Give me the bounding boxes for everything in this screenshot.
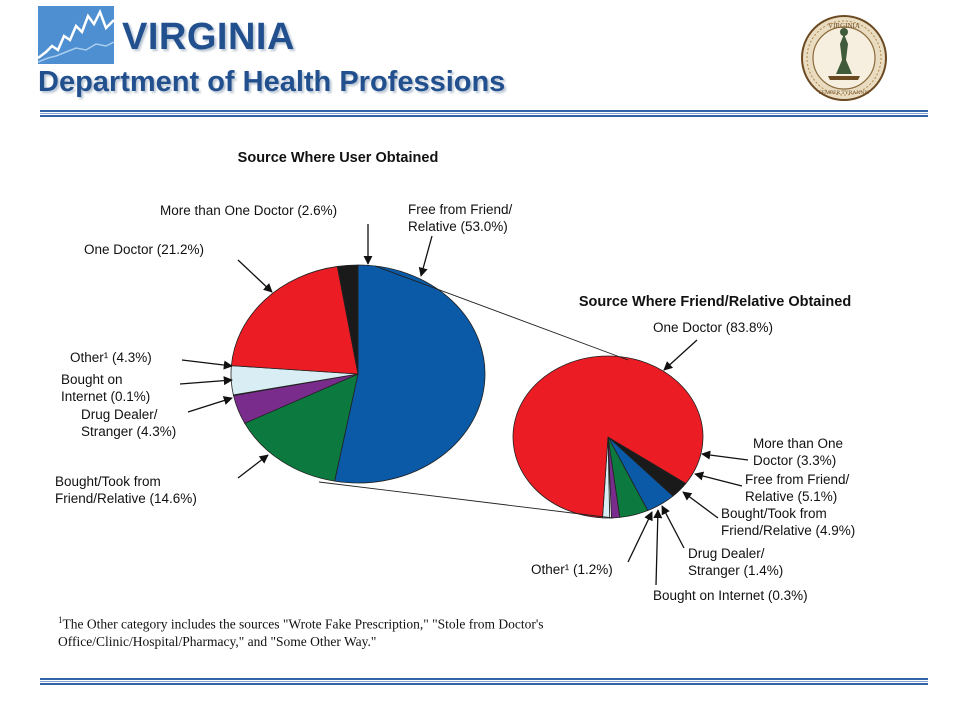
pie-1-title: Source Where User Obtained xyxy=(238,150,439,166)
pie-1-label-bought-on-internet: Bought on Internet (0.1%) xyxy=(61,372,150,404)
pie-1-label-free-from-friend-relative: Free from Friend/Relative (53.0%) xyxy=(408,202,513,234)
pie-2-label-one-doctor: One Doctor (83.8%) xyxy=(653,320,773,335)
pie-1-slice-free-from-friend-relative xyxy=(334,264,486,484)
pie-2-callout-arrow xyxy=(653,509,663,586)
pie-1-callout-arrow xyxy=(237,454,269,479)
pie-2-callout-arrow xyxy=(661,505,685,549)
footnote-line-2: Office/Clinic/Hospital/Pharmacy," and "S… xyxy=(58,633,377,649)
pie-1-callout-arrow xyxy=(418,235,433,277)
pie-1-label-drug-dealer-stranger: Drug Dealer/Stranger (4.3%) xyxy=(81,407,176,439)
pie-2-label-other: Other¹ (1.2%) xyxy=(531,562,613,577)
pie-2-callout-arrow xyxy=(701,450,749,461)
pie-2-label-bought-took-from-friend-relative: Bought/Took from Friend/Relative (4.9%) xyxy=(721,506,855,538)
pie-1-slice-one-doctor xyxy=(230,265,359,375)
pie-1-label-more-than-one-doctor: More than One Doctor (2.6%) xyxy=(160,203,337,218)
pie-1-callout-arrow xyxy=(181,359,233,370)
pie-2-label-free-from-friend-relative: Free from Friend/Relative (5.1%) xyxy=(745,472,850,504)
pie-2-callout-arrow xyxy=(663,339,698,371)
seal-text-top: VIRGINIA xyxy=(828,22,860,30)
seal-text-bottom: SEMPER TYRANNIS xyxy=(819,90,869,96)
pie-1-slice-bought-took-from-friend-relative xyxy=(244,373,359,482)
pie-1-label-bought-took-from-friend-relative: Bought/Took from Friend/Relative (14.6%) xyxy=(55,474,197,506)
pie-1-callout-arrow xyxy=(237,259,273,293)
pie-2-callout-arrow xyxy=(627,511,653,563)
header-divider xyxy=(40,110,928,118)
pie-2-slice-one-doctor xyxy=(512,355,704,519)
pie-2-label-bought-on-internet: Bought on Internet (0.3%) xyxy=(653,588,808,603)
pie-1-slice-more-than-one-doctor xyxy=(336,264,359,375)
pie-1-callout-arrow xyxy=(187,396,233,413)
pie-2-title: Source Where Friend/Relative Obtained xyxy=(579,294,851,310)
pie-2-label-more-than-one-doctor: More than One Doctor (3.3%) xyxy=(753,436,843,468)
footnote-line-1: The Other category includes the sources … xyxy=(62,616,544,632)
state-seal-icon: VIRGINIA SEMPER TYRANNIS xyxy=(800,14,888,102)
brand-title: VIRGINIA xyxy=(122,16,295,58)
pie-2-callout-arrow xyxy=(694,471,743,487)
pie-1-callout-arrow xyxy=(179,376,233,386)
connector-line xyxy=(318,481,614,519)
footnote: 1The Other category includes the sources… xyxy=(58,612,758,650)
connector-line xyxy=(374,265,629,361)
brand-subtitle: Department of Health Professions xyxy=(38,66,506,98)
footnote-marker: 1 xyxy=(58,615,63,625)
footer-divider xyxy=(40,678,928,686)
mountain-logo-icon xyxy=(38,6,114,64)
pie-1-label-other: Other¹ (4.3%) xyxy=(70,350,152,365)
pie-1-label-one-doctor: One Doctor (21.2%) xyxy=(84,242,204,257)
pie-2-label-drug-dealer-stranger: Drug Dealer/Stranger (1.4%) xyxy=(688,546,783,578)
pie-2-callout-arrow xyxy=(682,491,719,519)
